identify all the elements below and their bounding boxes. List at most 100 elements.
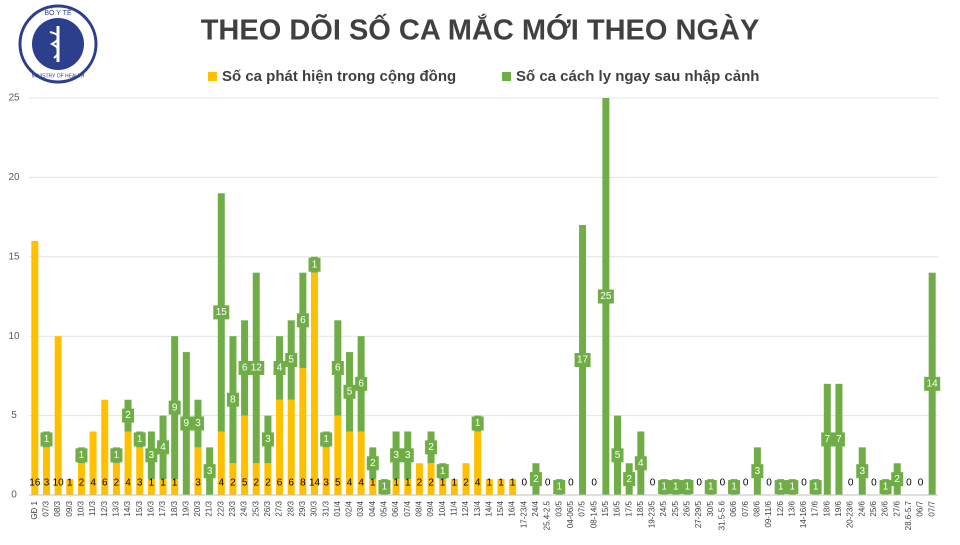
x-tick-label: 12/4 (461, 500, 470, 516)
data-label: 4 (125, 478, 131, 489)
x-tick-label: 21/3 (205, 500, 214, 516)
data-label-box (597, 289, 614, 304)
data-label: 1 (883, 482, 889, 493)
x-tick-label: 17/3 (158, 500, 167, 516)
x-tick-label: 14-16/6 (799, 500, 808, 528)
data-label: 1 (475, 418, 481, 429)
x-tick-label: 27/3 (275, 500, 284, 516)
data-label-box (924, 376, 941, 391)
data-label-box (471, 416, 484, 431)
data-label: 2 (626, 474, 632, 485)
legend-label: Số ca phát hiện trong cộng đồng (222, 68, 456, 85)
data-label: 3 (207, 466, 213, 477)
bar-segment (42, 447, 50, 495)
data-label: 2 (125, 410, 131, 421)
bar-segment (54, 336, 62, 495)
bar-segment (415, 463, 423, 495)
data-label: 2 (417, 478, 423, 489)
data-label: 15 (216, 307, 228, 318)
data-label: 3 (149, 450, 155, 461)
data-label: 12 (251, 363, 263, 374)
data-label: 1 (323, 434, 329, 445)
data-label-box (343, 384, 356, 399)
x-tick-label: 17/6 (811, 500, 820, 516)
x-tick-label: 03/4 (356, 500, 365, 516)
x-tick-label: 31.5-5.6 (718, 500, 727, 530)
x-tick-label: 13/6 (787, 500, 796, 516)
data-label: 4 (638, 458, 644, 469)
x-tick-label: 24/4 (531, 500, 540, 516)
x-tick-label: GĐ 1 (30, 500, 39, 519)
x-tick-label: 27-29/5 (694, 500, 703, 528)
x-tick-label: 17-23/4 (519, 500, 528, 528)
bar-segment (264, 463, 272, 495)
bar-segment (334, 415, 342, 495)
data-label: 1 (137, 434, 143, 445)
data-label: 4 (219, 478, 225, 489)
data-label: 1 (312, 259, 318, 270)
x-tick-label: 28/3 (286, 500, 295, 516)
data-label-box (226, 392, 239, 407)
x-tick-label: 26/3 (263, 500, 272, 516)
x-tick-label: 09/3 (65, 500, 74, 516)
data-label-box (110, 448, 123, 463)
bar-segment (357, 431, 365, 495)
data-label-box (821, 432, 834, 447)
data-label-box (213, 305, 230, 320)
x-tick-label: 30/3 (310, 500, 319, 516)
data-label: 4 (358, 478, 364, 489)
data-label-box (238, 360, 251, 375)
bar-segment (427, 463, 435, 495)
x-tick-label: 17/5 (624, 500, 633, 516)
data-label: 2 (533, 474, 539, 485)
x-tick-label: 13/4 (473, 500, 482, 516)
x-tick-label: 25/5 (671, 500, 680, 516)
data-label: 3 (755, 466, 761, 477)
data-label-box (634, 456, 647, 471)
data-label: 1 (813, 482, 819, 493)
bar-segment (229, 463, 237, 495)
bar-segment (345, 431, 353, 495)
data-label-box (296, 313, 309, 328)
bar-segment (474, 431, 482, 495)
bar-segment (147, 479, 155, 495)
data-label: 2 (230, 478, 236, 489)
data-label: 6 (300, 315, 306, 326)
x-tick-label: 23/3 (228, 500, 237, 516)
data-label: 3 (265, 434, 271, 445)
x-tick-label: 06/4 (391, 500, 400, 516)
data-label-box (658, 480, 671, 495)
data-label: 1 (79, 450, 85, 461)
data-label: 1 (440, 466, 446, 477)
data-label: 1 (685, 482, 691, 493)
bar-segment (276, 399, 284, 495)
data-label: 7 (836, 434, 842, 445)
x-tick-label: 07/4 (403, 500, 412, 516)
bar-segment (322, 447, 330, 495)
data-label: 6 (358, 378, 364, 389)
data-label: 3 (393, 450, 399, 461)
x-tick-label: 24/3 (240, 500, 249, 516)
data-label: 0 (848, 478, 854, 489)
bar-segment (217, 431, 225, 495)
data-label-box (553, 480, 566, 495)
data-label: 4 (90, 478, 96, 489)
data-label-box (574, 353, 591, 368)
data-label: 2 (428, 478, 434, 489)
x-tick-label: 03/5 (554, 500, 563, 516)
x-tick-label: 07/7 (927, 500, 936, 516)
logo: BỘ Y TẾ MINISTRY OF HEALTH (18, 4, 98, 84)
data-label-box (611, 448, 624, 463)
data-label: 3 (323, 478, 329, 489)
data-label: 3 (195, 478, 201, 489)
data-label-box (133, 432, 146, 447)
data-label: 0 (871, 478, 877, 489)
data-label-box (704, 480, 717, 495)
x-tick-label: 08/3 (53, 500, 62, 516)
data-label: 1 (487, 478, 493, 489)
x-tick-label: 08/6 (752, 500, 761, 516)
x-tick-label: 25/6 (869, 500, 878, 516)
bar-segment (241, 415, 249, 495)
bar-segment (392, 479, 400, 495)
y-tick-label: 25 (8, 93, 20, 104)
